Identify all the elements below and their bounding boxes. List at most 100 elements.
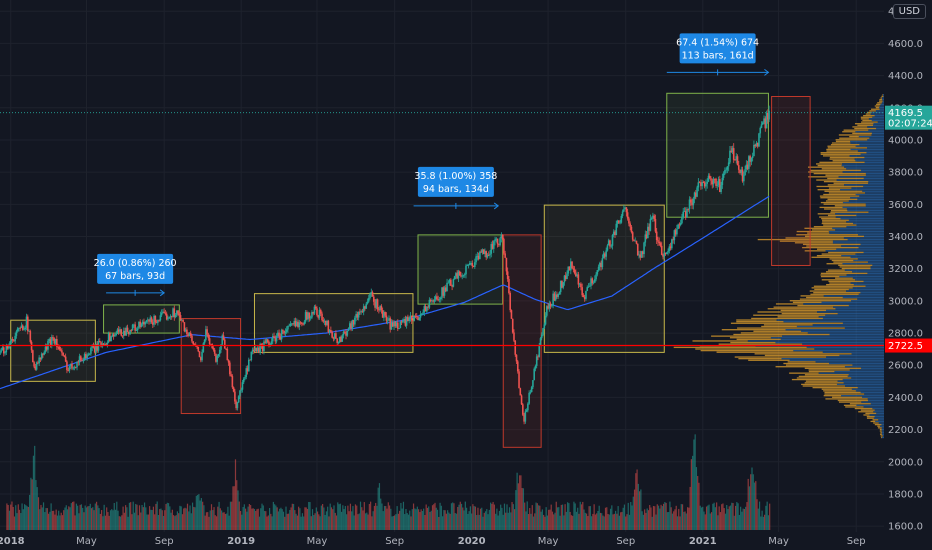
volume-bar — [681, 504, 684, 530]
volume-bar — [59, 515, 61, 530]
volume-bar — [698, 482, 700, 530]
candle-body — [557, 293, 559, 297]
candle-body — [68, 366, 71, 371]
candle-body — [633, 239, 635, 241]
volume-bar — [356, 505, 358, 530]
profile-bar-up — [816, 185, 864, 188]
profile-bar-up — [827, 198, 858, 201]
volume-bar — [50, 503, 52, 530]
range-box-up[interactable] — [666, 92, 769, 218]
volume-bar — [745, 506, 747, 530]
candle-body — [700, 182, 702, 187]
volume-bar — [253, 508, 256, 530]
volume-bar — [170, 512, 172, 530]
volume-bar — [32, 455, 35, 530]
volume-bar — [539, 505, 541, 530]
profile-bar-up — [831, 142, 851, 144]
profile-bar-up — [835, 139, 868, 141]
volume-bar — [708, 504, 710, 530]
volume-bar — [452, 502, 454, 530]
candle-body — [500, 234, 503, 239]
profile-bar-up — [821, 168, 847, 170]
range-box-down[interactable] — [771, 96, 811, 266]
candle-body — [708, 175, 711, 179]
range-box-up[interactable] — [417, 234, 504, 305]
profile-bar-up — [824, 190, 863, 192]
volume-bar — [316, 511, 319, 530]
volume-bar — [678, 508, 680, 530]
volume-bar — [478, 514, 480, 530]
profile-bar-up — [825, 174, 866, 176]
volume-bar — [529, 508, 531, 530]
volume-bar — [118, 516, 120, 530]
candle-body — [128, 331, 130, 335]
range-box-down[interactable] — [180, 318, 242, 415]
volume-bar — [277, 511, 280, 530]
volume-bar — [260, 508, 262, 530]
volume-bar — [289, 510, 291, 530]
measure-label-box[interactable] — [679, 33, 756, 64]
volume-bar — [471, 513, 473, 530]
volume-bar — [123, 512, 125, 530]
candle-body — [299, 322, 302, 324]
candle-body — [21, 325, 24, 330]
volume-bar — [599, 512, 602, 530]
profile-bar-up — [819, 216, 836, 218]
candle-body — [290, 323, 293, 325]
candle-body — [586, 287, 589, 291]
candle-body — [126, 327, 129, 332]
volume-bar — [197, 494, 199, 530]
volume-bar — [670, 507, 672, 530]
volume-bar — [690, 459, 692, 530]
volume-bar — [272, 501, 274, 530]
volume-bar — [741, 511, 743, 530]
candle-body — [355, 314, 357, 318]
candle-body — [431, 300, 433, 302]
candle-body — [88, 353, 91, 355]
range-box-range[interactable] — [10, 319, 96, 382]
volume-bar — [17, 504, 19, 530]
candle-body — [657, 240, 659, 242]
candle-body — [251, 349, 254, 352]
volume-bar — [376, 505, 378, 530]
volume-bar — [573, 501, 575, 530]
volume-bar — [214, 515, 216, 530]
profile-bar-down — [879, 108, 884, 110]
candle-body — [556, 294, 558, 297]
candle-body — [492, 241, 495, 249]
candle-body — [92, 345, 95, 348]
candle-body — [456, 273, 458, 279]
volume-bar — [204, 515, 206, 530]
candle-body — [672, 239, 674, 241]
profile-bar-down — [870, 113, 884, 115]
volume-bar — [728, 506, 730, 530]
profile-bar-down — [863, 185, 884, 188]
volume-bar — [352, 506, 354, 530]
range-box-down[interactable] — [502, 234, 542, 448]
measure-label-box[interactable] — [97, 253, 174, 284]
candle-body — [42, 353, 44, 355]
currency-badge[interactable]: USD — [892, 4, 926, 19]
volume-bar — [479, 508, 482, 530]
profile-bar-up — [799, 298, 858, 300]
volume-bar — [428, 506, 430, 530]
profile-bar-down — [775, 341, 884, 344]
measure-label-box[interactable] — [417, 166, 494, 197]
candles — [0, 105, 770, 425]
candle-body — [212, 348, 215, 350]
profile-bar-down — [868, 182, 884, 184]
candle-body — [81, 360, 83, 362]
volume-bar — [438, 516, 440, 530]
profile-bar-down — [802, 343, 884, 345]
range-box-range[interactable] — [543, 204, 665, 353]
volume-bar — [80, 504, 83, 530]
candle-body — [217, 353, 220, 356]
profile-bar-down — [850, 282, 884, 284]
volume-bar — [157, 514, 160, 530]
candle-body — [400, 321, 403, 323]
profile-bar-up — [820, 201, 843, 204]
profile-bar-up — [827, 214, 857, 217]
volume-bar — [598, 505, 600, 530]
